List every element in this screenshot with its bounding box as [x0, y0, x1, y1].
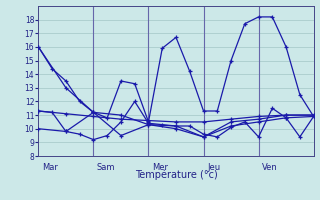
Text: Sam: Sam — [97, 164, 116, 172]
Text: Mar: Mar — [42, 164, 58, 172]
Text: Ven: Ven — [262, 164, 278, 172]
X-axis label: Température (°c): Température (°c) — [135, 170, 217, 180]
Text: Mer: Mer — [152, 164, 168, 172]
Text: Jeu: Jeu — [207, 164, 220, 172]
